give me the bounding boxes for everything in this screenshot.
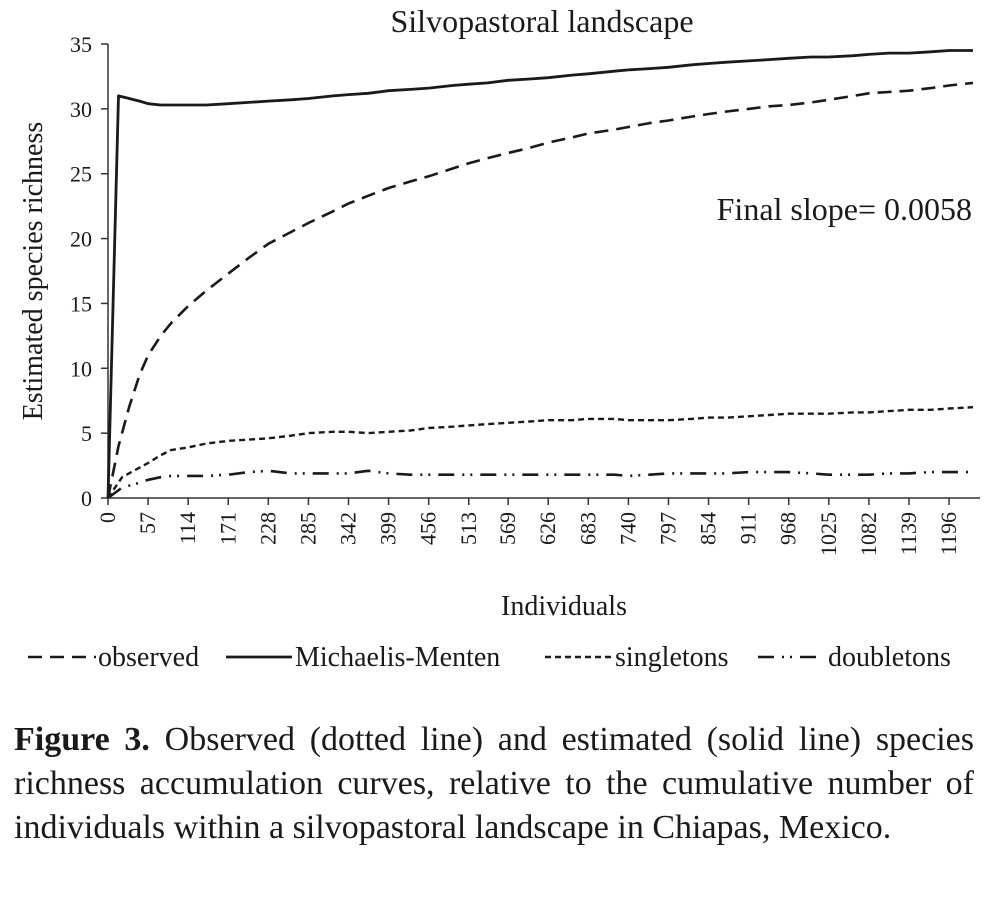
x-tick-label: 626	[535, 512, 560, 545]
y-tick-label: 0	[81, 486, 92, 511]
x-tick-label: 569	[495, 512, 520, 545]
x-tick-label: 399	[376, 512, 401, 545]
y-tick-label: 25	[70, 162, 92, 187]
y-tick-label: 30	[70, 97, 92, 122]
x-tick-label: 285	[295, 512, 320, 545]
x-tick-label: 797	[655, 512, 680, 545]
series-line-doubletons	[107, 469, 973, 500]
x-tick-label: 1139	[896, 512, 921, 555]
x-tick-label: 740	[615, 512, 640, 545]
legend-label: observed	[98, 642, 199, 673]
x-tick-label: 1025	[816, 512, 841, 556]
x-tick-label: 342	[336, 512, 361, 545]
x-axis-label: Individuals	[501, 591, 627, 622]
x-tick-label: 114	[175, 512, 200, 544]
caption-text: Observed (dotted line) and estimated (so…	[14, 721, 974, 846]
y-tick-label: 20	[70, 227, 92, 252]
x-tick-label: 513	[456, 512, 481, 545]
species-richness-chart: Silvopastoral landscape 0 5 10 15 20 25 30 35 0 57…	[18, 3, 980, 673]
x-tick-label: 456	[416, 512, 441, 545]
x-tick-label: 1196	[936, 512, 961, 555]
y-axis-label: Estimated species richness	[18, 122, 49, 421]
x-tick-label: 228	[255, 512, 280, 545]
y-tick-label: 10	[70, 356, 92, 381]
legend-label: singletons	[615, 642, 729, 673]
series-line-observed	[106, 81, 974, 499]
figure-caption: Figure 3. Observed (dotted line) and est…	[14, 718, 974, 850]
x-tick-label: 0	[95, 512, 120, 523]
y-tick-label: 15	[70, 291, 92, 316]
final-slope-annotation: Final slope= 0.0058	[717, 191, 972, 227]
y-tick-label: 5	[81, 421, 92, 446]
legend-label: Michaelis-Menten	[295, 642, 500, 673]
x-tick-label: 968	[776, 512, 801, 545]
x-tick-label: 683	[575, 512, 600, 545]
y-tick-label: 35	[70, 32, 92, 57]
x-tick-label: 1082	[856, 512, 881, 556]
x-tick-label: 854	[696, 512, 721, 545]
x-tick-label: 171	[215, 512, 240, 545]
series-line-singletons	[107, 406, 974, 499]
legend-label: doubletons	[828, 642, 951, 673]
caption-label: Figure 3.	[14, 721, 150, 758]
series-line-michaelis-menten	[106, 49, 973, 499]
x-tick-label: 57	[135, 512, 160, 534]
x-tick-label: 911	[736, 512, 761, 544]
chart-title: Silvopastoral landscape	[390, 3, 693, 39]
